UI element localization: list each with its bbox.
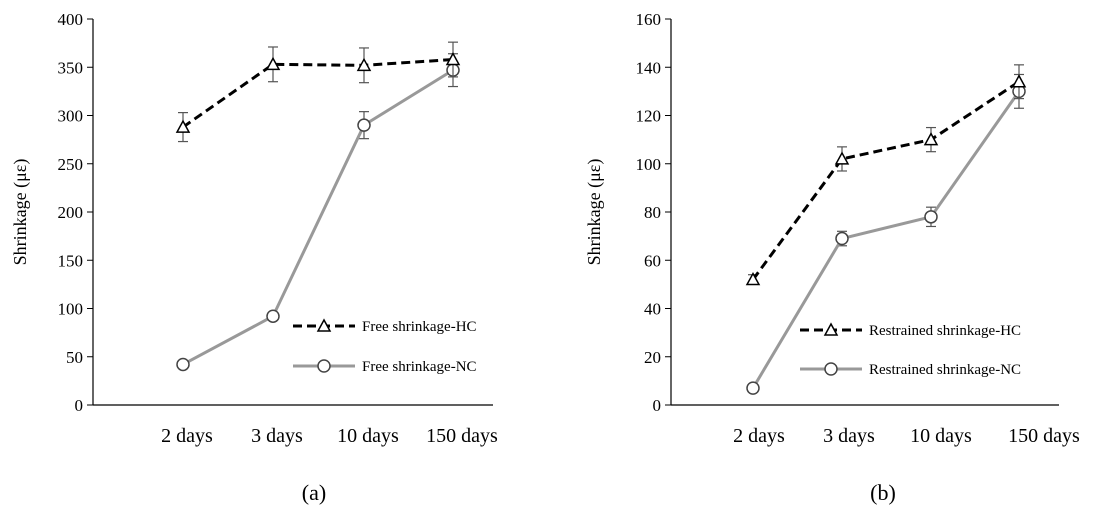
y-axis-title: Shrinkage (με) bbox=[10, 159, 31, 266]
legend-label: Free shrinkage-HC bbox=[362, 319, 477, 335]
legend: Restrained shrinkage-HC Restrained shrink… bbox=[800, 322, 1021, 378]
legend-label: Free shrinkage-NC bbox=[362, 359, 477, 375]
x-tick-label: 2 days bbox=[161, 425, 213, 447]
y-axis-title: Shrinkage (με) bbox=[584, 159, 605, 266]
data-point-circle bbox=[835, 231, 849, 246]
x-tick-label: 2 days bbox=[733, 425, 785, 447]
legend-marker-circle bbox=[317, 359, 331, 373]
panel-label: (a) bbox=[302, 480, 326, 505]
data-point-circle bbox=[176, 357, 190, 372]
data-point-triangle bbox=[175, 119, 191, 133]
series-line-triangle bbox=[751, 80, 1020, 281]
x-tick-label: 3 days bbox=[823, 425, 875, 447]
data-point-triangle bbox=[745, 271, 761, 286]
y-tick-label: 150 bbox=[58, 251, 84, 270]
data-point-circle bbox=[357, 118, 371, 132]
data-point-circle bbox=[924, 210, 938, 224]
series-line-circle bbox=[751, 90, 1021, 389]
data-point-triangle bbox=[356, 57, 372, 72]
y-tick-label: 200 bbox=[58, 203, 84, 222]
x-tick-label: 150 days bbox=[1008, 425, 1080, 447]
y-tick-label: 250 bbox=[58, 155, 84, 174]
x-tick-label: 10 days bbox=[910, 425, 972, 447]
x-tick-label: 150 days bbox=[426, 425, 498, 447]
data-point-triangle bbox=[445, 51, 461, 66]
legend-marker-circle bbox=[824, 362, 838, 376]
y-tick-label: 20 bbox=[644, 348, 661, 367]
legend-marker-triangle bbox=[823, 322, 839, 336]
y-tick-label: 80 bbox=[644, 203, 661, 222]
y-tick-label: 0 bbox=[75, 396, 84, 415]
legend-marker-triangle bbox=[316, 318, 332, 332]
x-tick-label: 3 days bbox=[251, 425, 303, 447]
chart-panel-a: 0 50 100 150 200 250 300 350 400 2 days 3 days 10 d… bbox=[10, 10, 498, 505]
series-line-triangle bbox=[182, 58, 454, 129]
y-tick-label: 60 bbox=[644, 251, 661, 270]
data-point-triangle bbox=[834, 151, 850, 165]
y-tick-label: 350 bbox=[58, 58, 84, 77]
legend: Free shrinkage-HC Free shrinkage-NC bbox=[293, 318, 477, 375]
series-line-circle bbox=[182, 68, 454, 366]
y-tick-label: 140 bbox=[636, 58, 662, 77]
data-point-circle bbox=[266, 309, 280, 323]
y-tick-label: 50 bbox=[66, 348, 83, 367]
legend-label: Restrained shrinkage-HC bbox=[869, 323, 1021, 339]
legend-label: Restrained shrinkage-NC bbox=[869, 362, 1021, 378]
data-point-triangle bbox=[265, 56, 281, 71]
y-tick-label: 40 bbox=[644, 300, 661, 319]
data-point-circle bbox=[746, 381, 760, 395]
data-point-triangle bbox=[1011, 74, 1027, 88]
y-tick-label: 120 bbox=[636, 107, 662, 126]
data-point-triangle bbox=[923, 132, 939, 146]
y-tick-label: 100 bbox=[636, 155, 662, 174]
y-tick-label: 100 bbox=[58, 300, 84, 319]
y-tick-label: 160 bbox=[636, 10, 662, 29]
panel-label: (b) bbox=[870, 480, 896, 505]
y-tick-label: 0 bbox=[653, 396, 662, 415]
chart-panel-b: 0 20 40 60 80 100 120 140 160 2 days 3 days 10 days… bbox=[584, 10, 1080, 505]
y-tick-label: 400 bbox=[58, 10, 84, 29]
x-tick-label: 10 days bbox=[337, 425, 399, 447]
y-tick-label: 300 bbox=[58, 107, 84, 126]
